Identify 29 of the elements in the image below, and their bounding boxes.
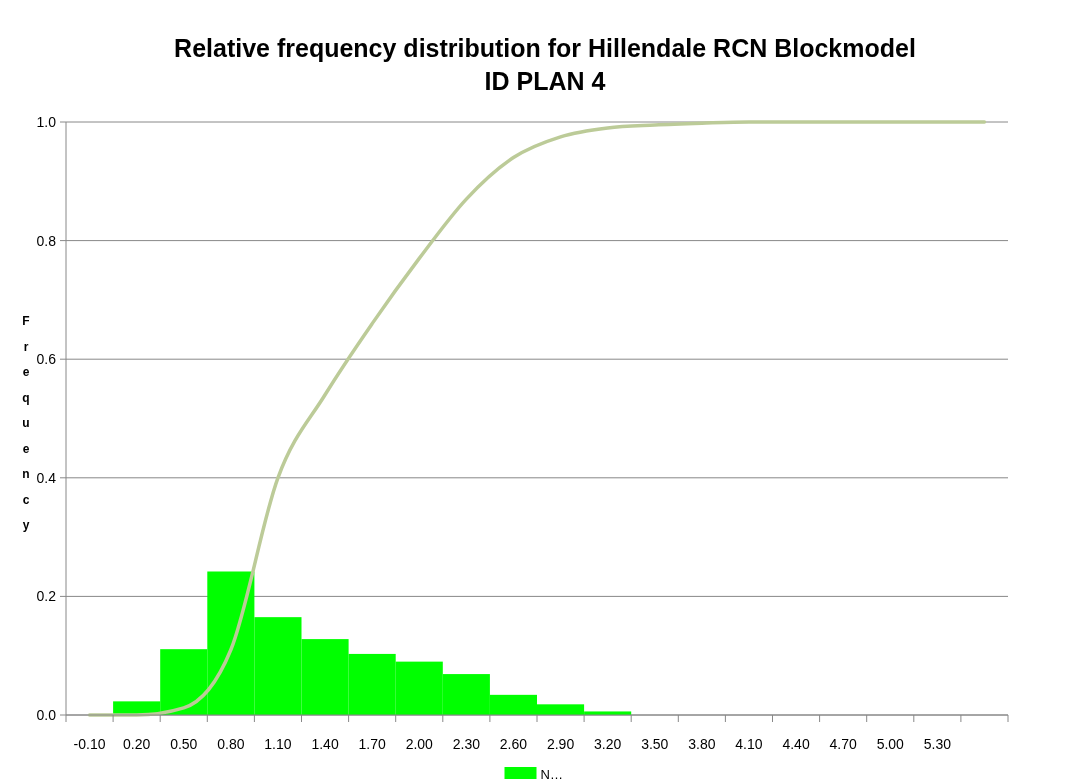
x-tick-label: 2.30 [452, 736, 481, 752]
x-tick-label: 1.70 [358, 736, 386, 752]
x-tick-label: 3.50 [641, 736, 669, 752]
x-tick-label: 2.90 [546, 736, 575, 752]
x-tick-label: 1.10 [264, 736, 292, 752]
chart-title: Relative frequency distribution for Hillendale RCN Blockmodel ID PLAN 4 [174, 34, 916, 95]
x-tick-label: 2.00 [405, 736, 434, 752]
text: Frequency [22, 314, 30, 532]
y-tick-label: 0.6 [36, 351, 57, 368]
legend-label: N… [540, 767, 563, 782]
x-tick-label: 3.80 [688, 736, 716, 752]
y-tick-label: 0.0 [36, 707, 57, 723]
x-tick-label: 4.40 [782, 736, 810, 752]
x-tick-label: 1.40 [311, 736, 339, 752]
x-tick-label: -0.10 [73, 736, 106, 752]
x-tick-label: 0.50 [170, 736, 198, 752]
x-tick-label: 5.00 [876, 736, 905, 752]
x-tick-label: 4.70 [829, 736, 857, 752]
x-tick-label: 3.20 [594, 736, 622, 752]
y-tick-label: 0.4 [36, 469, 57, 486]
y-tick-label: 0.2 [36, 588, 57, 605]
line-series [87, 120, 987, 717]
x-tick-label: 4.10 [735, 736, 763, 752]
x-tick-label: 2.60 [499, 736, 528, 752]
y-tick-label: 0.8 [36, 232, 57, 249]
x-tick-label: 0.20 [123, 736, 151, 752]
x-tick-label: 0.80 [217, 736, 245, 752]
x-tick-label: 5.30 [923, 736, 952, 752]
y-tick-label: 1.0 [36, 114, 57, 130]
